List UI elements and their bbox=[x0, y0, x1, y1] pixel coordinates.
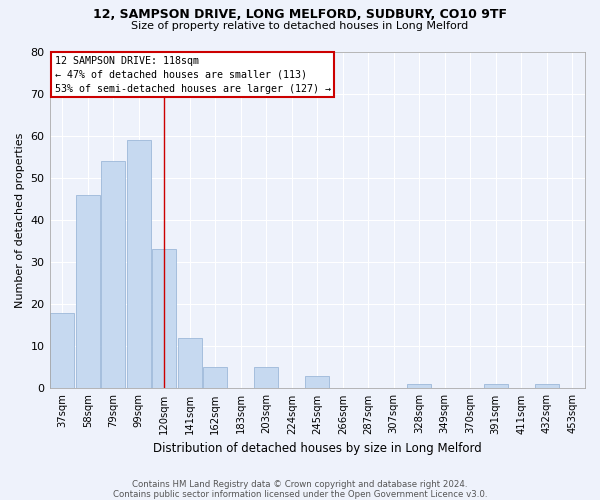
Text: 12 SAMPSON DRIVE: 118sqm
← 47% of detached houses are smaller (113)
53% of semi-: 12 SAMPSON DRIVE: 118sqm ← 47% of detach… bbox=[55, 56, 331, 94]
Bar bbox=[535, 384, 559, 388]
Bar bbox=[178, 338, 202, 388]
Y-axis label: Number of detached properties: Number of detached properties bbox=[15, 132, 25, 308]
Text: Contains public sector information licensed under the Open Government Licence v3: Contains public sector information licen… bbox=[113, 490, 487, 499]
Text: 12, SAMPSON DRIVE, LONG MELFORD, SUDBURY, CO10 9TF: 12, SAMPSON DRIVE, LONG MELFORD, SUDBURY… bbox=[93, 8, 507, 20]
Bar bbox=[101, 161, 125, 388]
Bar bbox=[152, 250, 176, 388]
Bar bbox=[407, 384, 431, 388]
Bar bbox=[305, 376, 329, 388]
Bar bbox=[76, 194, 100, 388]
Bar bbox=[203, 368, 227, 388]
Bar bbox=[50, 312, 74, 388]
X-axis label: Distribution of detached houses by size in Long Melford: Distribution of detached houses by size … bbox=[153, 442, 482, 455]
Text: Size of property relative to detached houses in Long Melford: Size of property relative to detached ho… bbox=[131, 21, 469, 31]
Bar bbox=[127, 140, 151, 388]
Bar bbox=[484, 384, 508, 388]
Bar bbox=[254, 368, 278, 388]
Text: Contains HM Land Registry data © Crown copyright and database right 2024.: Contains HM Land Registry data © Crown c… bbox=[132, 480, 468, 489]
